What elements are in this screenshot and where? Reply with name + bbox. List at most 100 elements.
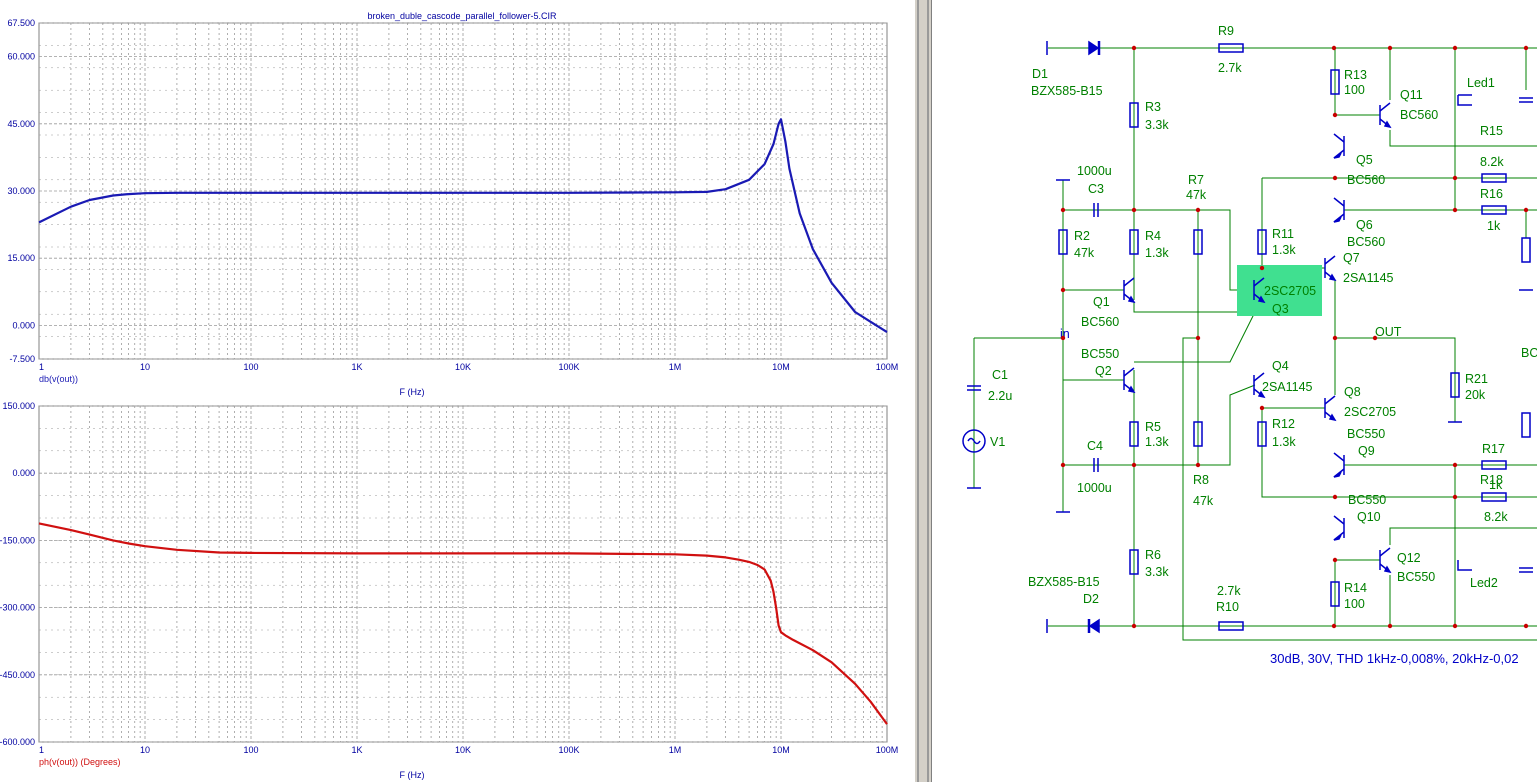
transistor-Q4[interactable] xyxy=(1253,372,1266,399)
resistor-R14[interactable] xyxy=(1330,581,1340,607)
capacitor-C3[interactable] xyxy=(1093,203,1099,217)
schematic-window: D1 BZX585-B15 R9 2.7k R3 3.3k R13 100 Q11 BC560 Le… xyxy=(932,0,1537,782)
ref-Q1: Q1 xyxy=(1093,295,1110,309)
value-Q3: 2SC2705 xyxy=(1264,284,1316,298)
node xyxy=(1332,494,1338,500)
transistor-Q11[interactable] xyxy=(1379,102,1392,129)
ref-Q9: Q9 xyxy=(1358,444,1375,458)
value-R14: 100 xyxy=(1344,597,1365,611)
node xyxy=(1523,45,1529,51)
resistor-R4[interactable] xyxy=(1129,229,1139,255)
transistor-Q12[interactable] xyxy=(1379,547,1392,574)
resistor-R15[interactable] xyxy=(1481,173,1507,183)
selection-highlight xyxy=(1237,265,1322,316)
node xyxy=(1131,45,1137,51)
transistor-Q3[interactable] xyxy=(1253,277,1266,304)
transistor-Q7[interactable] xyxy=(1324,255,1337,282)
wire xyxy=(1134,311,1256,363)
resistor-right-2[interactable] xyxy=(1521,412,1531,438)
node xyxy=(1331,45,1337,51)
schematic-note: 30dB, 30V, THD 1kHz-0,008%, 20kHz-0,02 xyxy=(1270,651,1519,666)
node xyxy=(1387,623,1393,629)
ref-Led2: Led2 xyxy=(1470,576,1498,590)
ref-Led1: Led1 xyxy=(1467,76,1495,90)
resistor-R8[interactable] xyxy=(1193,421,1203,447)
led-Led1[interactable] xyxy=(1457,94,1472,106)
y-tick-label: -450.000 xyxy=(0,670,35,680)
y-tick-label: -600.000 xyxy=(0,737,35,747)
capacitor-right-bottom[interactable] xyxy=(1519,567,1533,573)
y-tick-label: 0.000 xyxy=(12,468,35,478)
ref-Q8: Q8 xyxy=(1344,385,1361,399)
value-R5: 1.3k xyxy=(1145,435,1169,449)
capacitor-right-top[interactable] xyxy=(1519,97,1533,103)
transistor-Q6[interactable] xyxy=(1333,197,1345,223)
resistor-R16[interactable] xyxy=(1481,205,1507,215)
value-R6: 3.3k xyxy=(1145,565,1169,579)
value-R8: 47k xyxy=(1193,494,1214,508)
resistor-R11[interactable] xyxy=(1257,229,1267,255)
node xyxy=(1332,112,1338,118)
resistor-R2[interactable] xyxy=(1058,229,1068,255)
transistor-Q2[interactable] xyxy=(1123,367,1136,394)
ref-C1: C1 xyxy=(992,368,1008,382)
resistor-R13[interactable] xyxy=(1330,69,1340,95)
node xyxy=(1332,557,1338,563)
ref-D1: D1 xyxy=(1032,67,1048,81)
ref-R9: R9 xyxy=(1218,24,1234,38)
value-Q12: BC550 xyxy=(1397,570,1435,584)
transistor-Q5[interactable] xyxy=(1333,133,1345,159)
ref-R4: R4 xyxy=(1145,229,1161,243)
resistor-R3[interactable] xyxy=(1129,102,1139,128)
diode-D1[interactable] xyxy=(1088,40,1101,56)
y-tick-label: 45.000 xyxy=(7,119,35,129)
resistor-R12[interactable] xyxy=(1257,421,1267,447)
resistor-R18[interactable] xyxy=(1481,492,1507,502)
x-tick-label: 1K xyxy=(351,362,362,372)
diode-D2[interactable] xyxy=(1087,618,1100,634)
x-tick-label: 1M xyxy=(669,745,682,755)
transistor-Q10[interactable] xyxy=(1333,515,1345,541)
node xyxy=(1060,335,1066,341)
y-tick-label: -150.000 xyxy=(0,535,35,545)
ref-Q10: Q10 xyxy=(1357,510,1381,524)
sine-icon xyxy=(967,437,981,445)
resistor-R17[interactable] xyxy=(1481,460,1507,470)
ref-Q11: Q11 xyxy=(1400,88,1423,102)
resistor-right-1[interactable] xyxy=(1521,237,1531,263)
capacitor-C4[interactable] xyxy=(1093,458,1099,472)
node xyxy=(1452,45,1458,51)
resistor-R21[interactable] xyxy=(1450,372,1460,398)
value-R2: 47k xyxy=(1074,246,1095,260)
resistor-R6[interactable] xyxy=(1129,549,1139,575)
pane-splitter[interactable] xyxy=(914,0,932,782)
ref-R14: R14 xyxy=(1344,581,1367,595)
resistor-R7[interactable] xyxy=(1193,229,1203,255)
y-tick-label: 0.000 xyxy=(12,320,35,330)
source-V1[interactable] xyxy=(962,429,986,453)
ref-R10: R10 xyxy=(1216,600,1239,614)
transistor-Q9[interactable] xyxy=(1333,452,1345,478)
value-R16: 1k xyxy=(1487,219,1501,233)
resistor-R5[interactable] xyxy=(1129,421,1139,447)
node xyxy=(1452,175,1458,181)
transistor-Q8[interactable] xyxy=(1324,395,1337,422)
resistor-R9[interactable] xyxy=(1218,43,1244,53)
node xyxy=(1060,207,1066,213)
series-line-db(v(out)) xyxy=(38,118,888,334)
transistor-Q1[interactable] xyxy=(1123,277,1136,304)
x-tick-label: 100K xyxy=(558,362,579,372)
x-tick-label: 10K xyxy=(455,362,471,372)
resistor-R10[interactable] xyxy=(1218,621,1244,631)
value-D2: BZX585-B15 xyxy=(1028,575,1100,589)
x-tick-label: 1 xyxy=(39,745,44,755)
value-R9: 2.7k xyxy=(1218,61,1242,75)
value-R4: 1.3k xyxy=(1145,246,1169,260)
led-Led2[interactable] xyxy=(1457,560,1472,571)
capacitor-C1[interactable] xyxy=(967,385,981,391)
ref-R6: R6 xyxy=(1145,548,1161,562)
node xyxy=(1331,623,1337,629)
net-label-in: in xyxy=(1060,327,1070,341)
plot-panel-2: 150.000 0.000 -150.000 -300.000 -450.000 -600… xyxy=(0,401,898,780)
value-R3: 3.3k xyxy=(1145,118,1169,132)
